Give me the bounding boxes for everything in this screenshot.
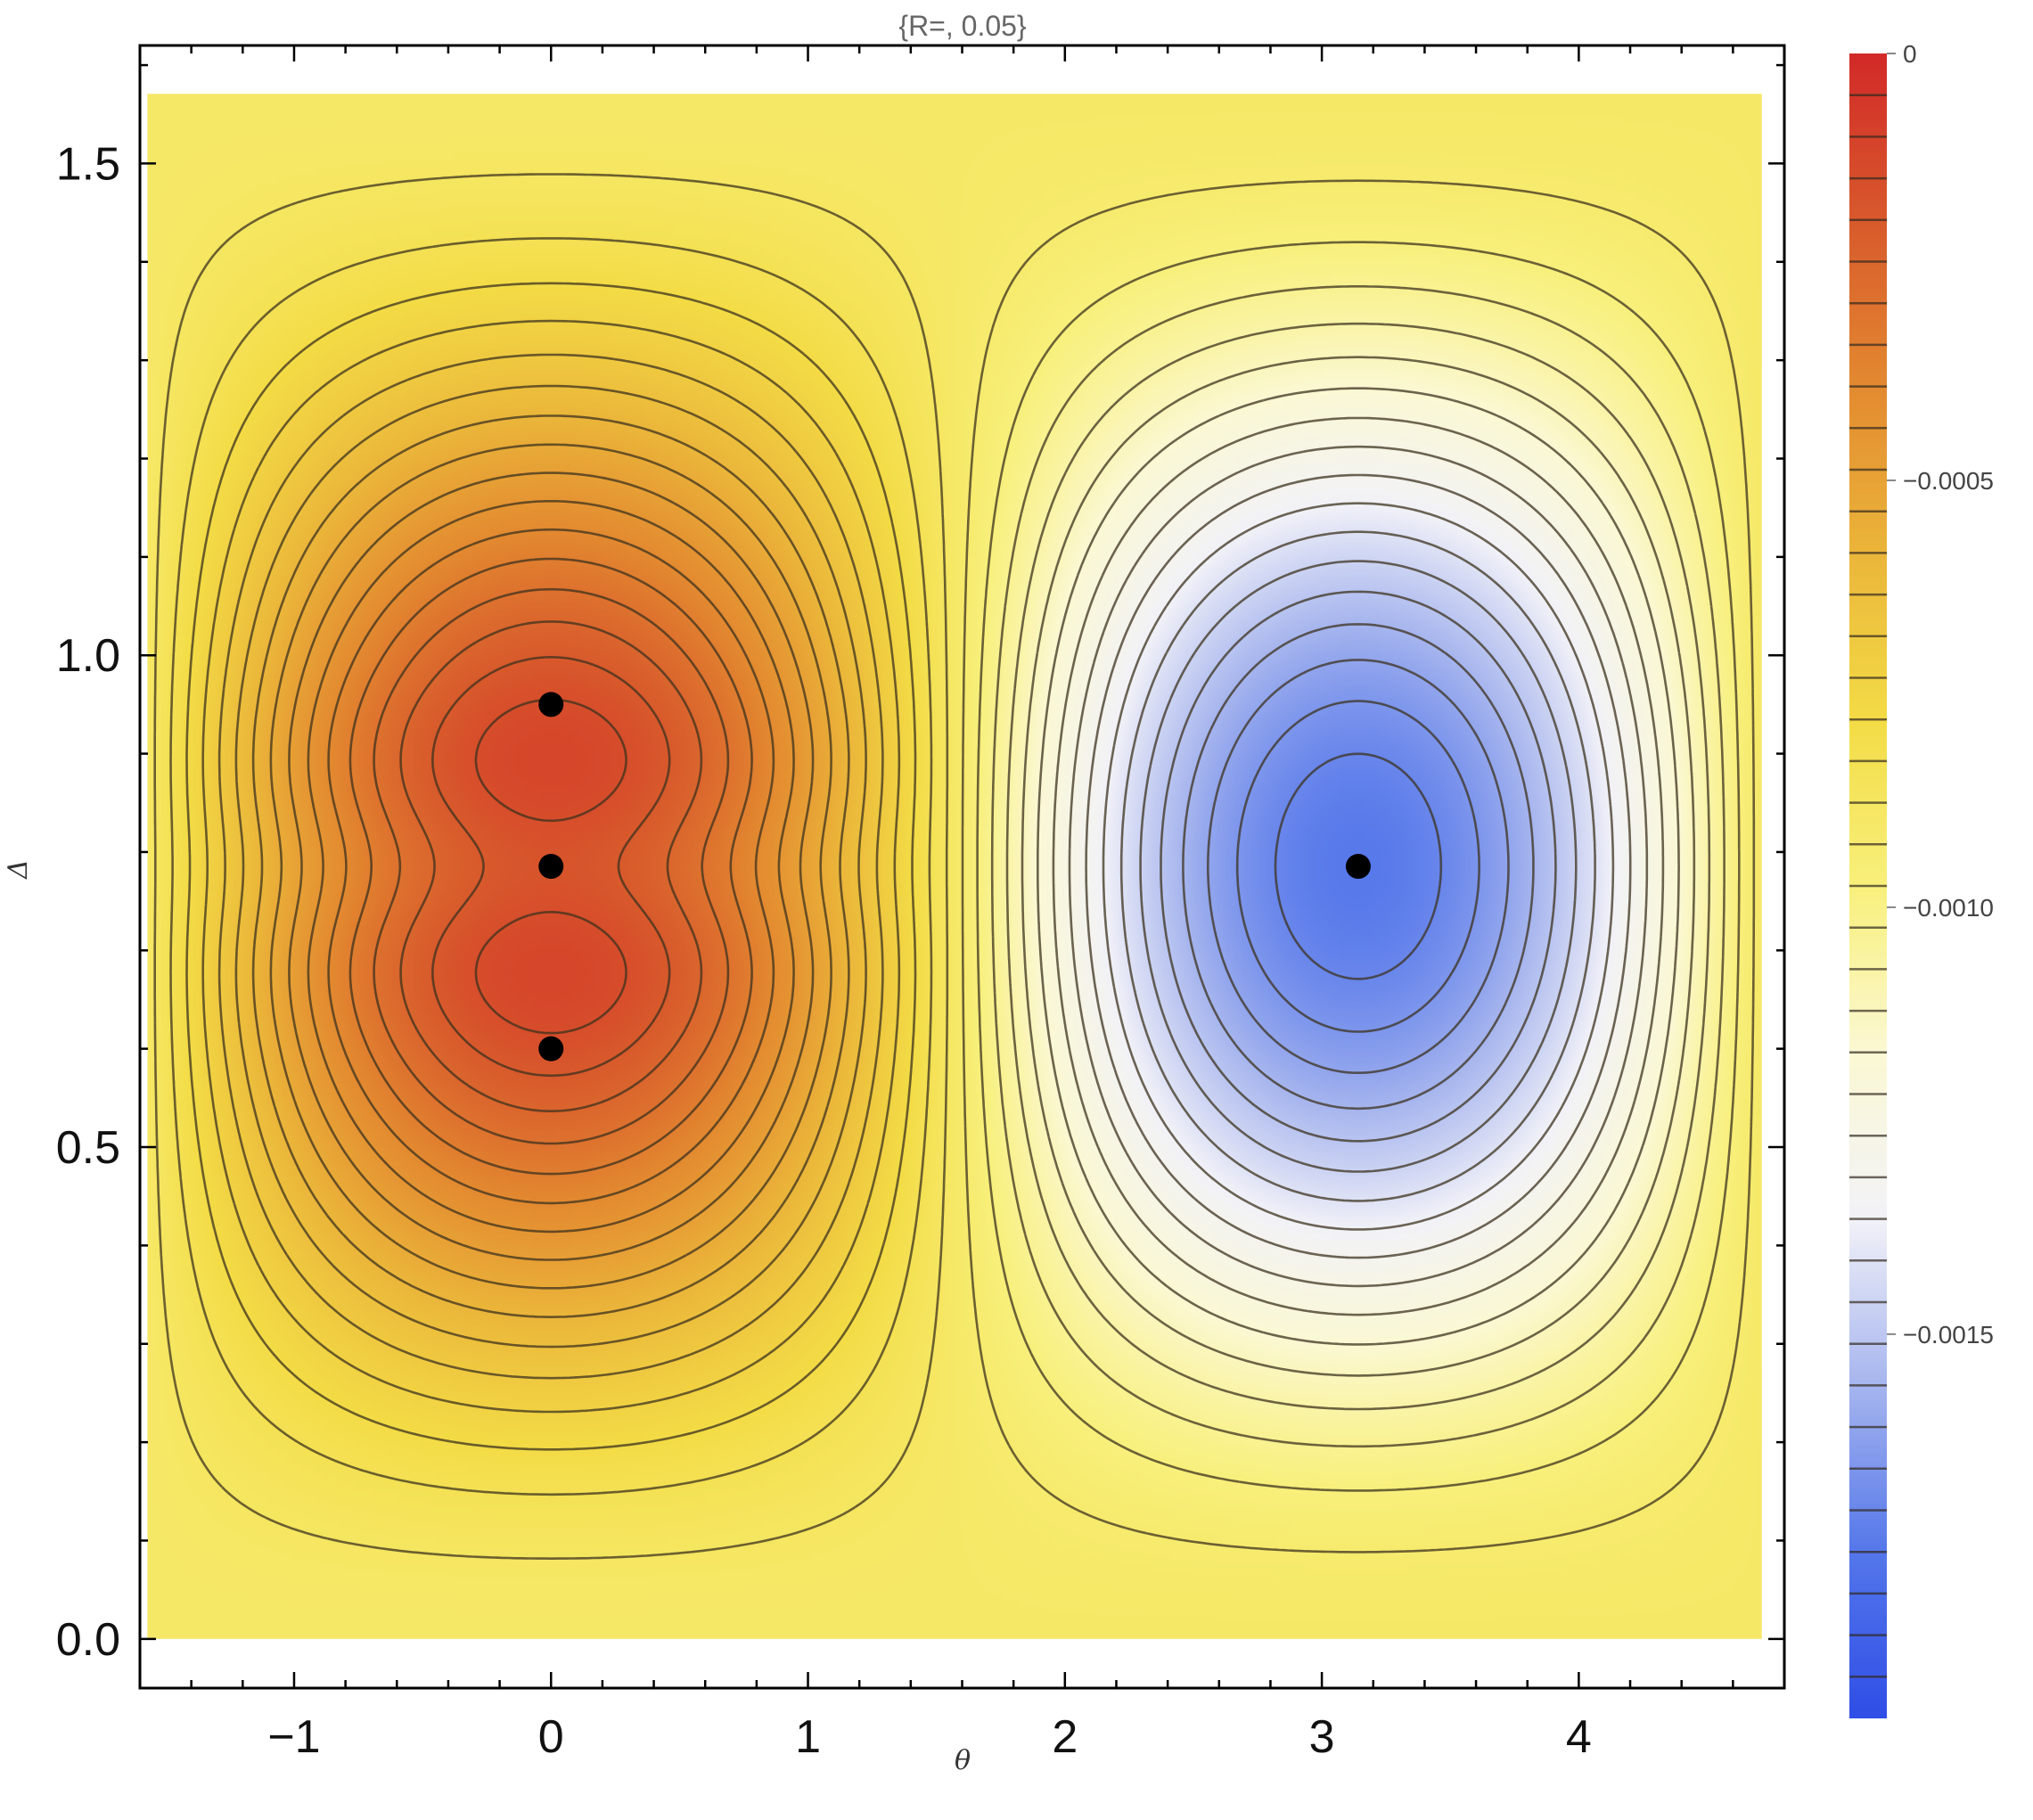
- contour-line: [961, 179, 1756, 1554]
- contour-line: [1085, 473, 1632, 1259]
- contour-line: [1207, 659, 1510, 1074]
- colorbar-contour-lines: [1849, 94, 1887, 1678]
- x-tick-label: 3: [1309, 1711, 1335, 1763]
- contour-line: [474, 698, 627, 1035]
- contour-fill: [147, 94, 1762, 1639]
- contour-line: [1037, 387, 1680, 1346]
- contour-line: [373, 587, 730, 1145]
- contour-line: [990, 285, 1726, 1448]
- contour-line: [976, 241, 1741, 1492]
- contour-line: [1139, 560, 1578, 1173]
- y-tick-label: 1.0: [56, 630, 120, 682]
- contour-line: [1182, 623, 1535, 1111]
- contour-line: [1235, 700, 1480, 1033]
- critical-point: [538, 1036, 564, 1062]
- contour-line: [288, 471, 815, 1261]
- x-axis-label: θ: [955, 1745, 971, 1776]
- contour-line: [185, 282, 917, 1451]
- contour-line: [234, 384, 867, 1349]
- plot-area: [147, 94, 1762, 1639]
- y-axis-label: Δ: [3, 859, 34, 880]
- y-tick-label: 0.5: [56, 1122, 120, 1174]
- colorbar-tick-label: −0.0005: [1903, 467, 1994, 495]
- contour-line: [217, 353, 884, 1380]
- chart-title: {R=, 0.05}: [898, 10, 1027, 42]
- critical-point: [538, 692, 564, 717]
- y-axis: 0.0 0.5 1.0 1.5: [56, 63, 1784, 1666]
- colorbar-tick-label: −0.0010: [1903, 894, 1994, 922]
- contour-line: [201, 319, 901, 1414]
- colorbar: 0 −0.0005 −0.0010 −0.0015: [1849, 40, 1994, 1718]
- contour-line: [327, 528, 775, 1205]
- contour-line: [399, 620, 703, 1112]
- contour-lines: [153, 173, 1756, 1560]
- x-tick-label: 0: [538, 1711, 564, 1763]
- contour-line: [1274, 752, 1443, 980]
- contour-line: [251, 414, 850, 1318]
- y-tick-label: 0.0: [56, 1614, 120, 1666]
- contour-line: [431, 656, 671, 1078]
- contour-line: [1160, 590, 1557, 1143]
- colorbar-tick-label: −0.0015: [1903, 1321, 1994, 1349]
- x-tick-label: 1: [795, 1711, 821, 1763]
- contour-line: [1052, 416, 1665, 1316]
- contour-line: [1021, 356, 1696, 1377]
- contour-line: [1119, 530, 1596, 1202]
- contour-line: [269, 443, 832, 1290]
- contour-line: [1102, 502, 1615, 1231]
- x-axis: −1 0 1 2 3 4: [138, 45, 1786, 1763]
- critical-point: [538, 854, 564, 880]
- contour-line: [153, 173, 949, 1560]
- critical-points: [538, 692, 1371, 1062]
- contour-line: [307, 500, 795, 1234]
- contour-line: [1005, 322, 1711, 1411]
- contour-line: [348, 557, 753, 1176]
- x-tick-label: 4: [1566, 1711, 1592, 1763]
- y-tick-label: 1.5: [56, 138, 120, 190]
- critical-point: [1345, 854, 1371, 880]
- colorbar-tick-label: 0: [1903, 40, 1917, 68]
- x-tick-label: 2: [1052, 1711, 1078, 1763]
- colorbar-ticks: 0 −0.0005 −0.0010 −0.0015: [1887, 40, 1994, 1349]
- contour-line: [169, 237, 933, 1496]
- contour-line: [1068, 445, 1649, 1288]
- x-tick-label: −1: [267, 1711, 320, 1763]
